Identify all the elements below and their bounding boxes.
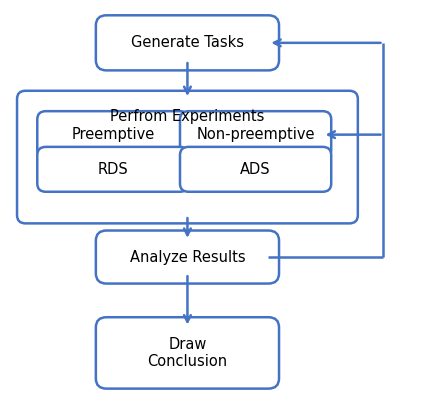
Text: RDS: RDS <box>98 162 128 177</box>
FancyBboxPatch shape <box>96 16 279 70</box>
FancyBboxPatch shape <box>37 111 188 158</box>
Text: Generate Tasks: Generate Tasks <box>131 35 244 50</box>
Text: Perfrom Experiments: Perfrom Experiments <box>110 109 265 124</box>
Text: Draw
Conclusion: Draw Conclusion <box>147 337 227 369</box>
FancyBboxPatch shape <box>96 231 279 284</box>
FancyBboxPatch shape <box>37 147 188 192</box>
FancyBboxPatch shape <box>96 317 279 388</box>
FancyBboxPatch shape <box>180 147 331 192</box>
FancyBboxPatch shape <box>180 111 331 158</box>
Text: Non-preemptive: Non-preemptive <box>196 127 315 142</box>
Text: Analyze Results: Analyze Results <box>130 250 245 264</box>
FancyBboxPatch shape <box>17 91 358 224</box>
Text: ADS: ADS <box>240 162 271 177</box>
Text: Preemptive: Preemptive <box>71 127 155 142</box>
